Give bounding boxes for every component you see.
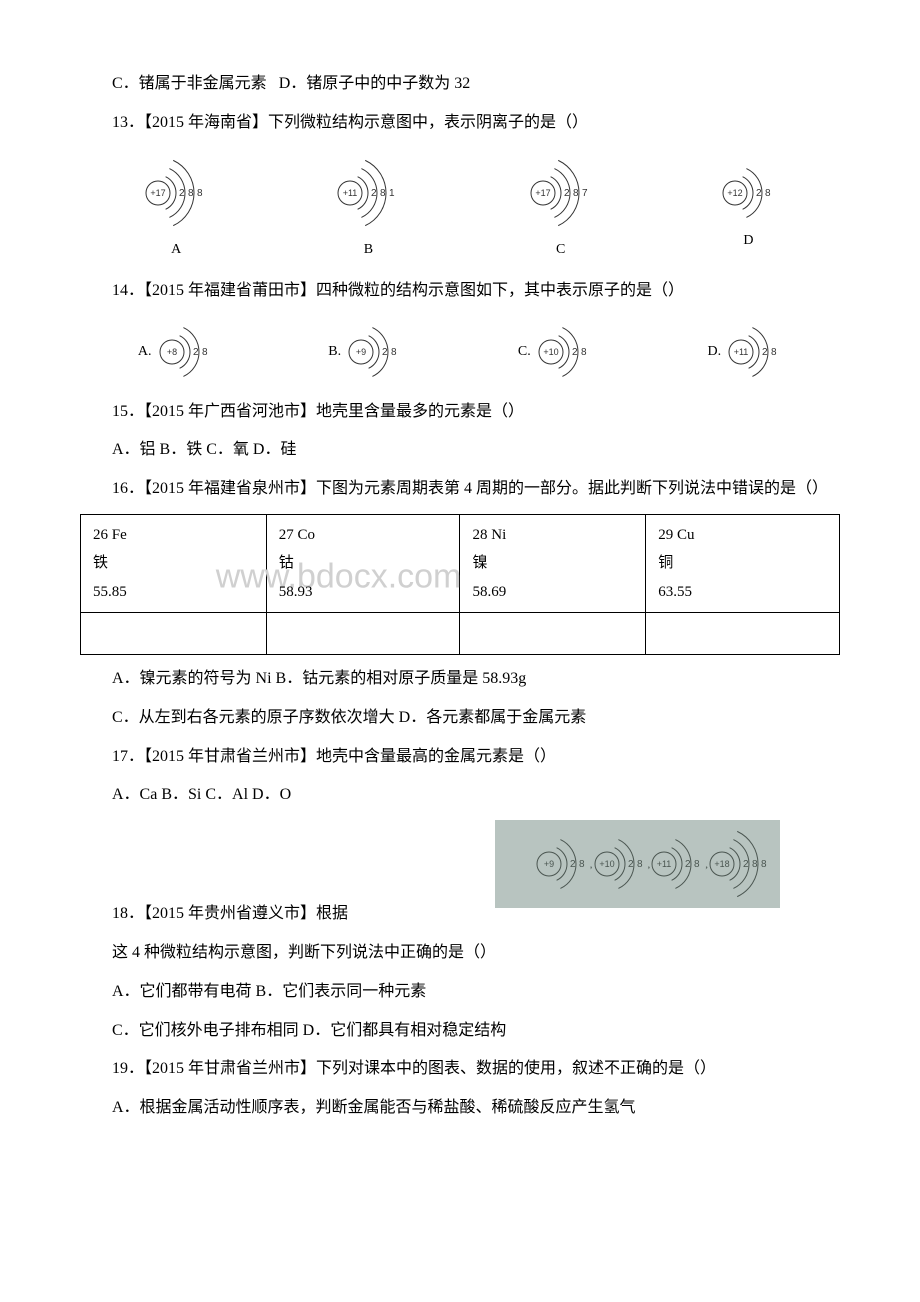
- svg-text:+17: +17: [535, 188, 550, 198]
- q13-stem: 13．【2015 年海南省】下列微粒结构示意图中，表示阴离子的是（）: [80, 109, 840, 138]
- q14-option-3: D. +11 28: [707, 321, 782, 383]
- q18-opt-cd: C．它们核外电子排布相同 D．它们都具有相对稳定结构: [80, 1017, 840, 1046]
- svg-text:+11: +11: [734, 347, 749, 357]
- svg-text:+12: +12: [727, 188, 742, 198]
- element-mass: 58.93: [279, 578, 448, 607]
- element-header: 28 Ni: [472, 521, 633, 550]
- svg-text:2: 2: [628, 859, 634, 870]
- svg-text:+11: +11: [657, 859, 672, 869]
- q14-option-0: A. +8 28: [138, 321, 213, 383]
- svg-text:2: 2: [179, 188, 185, 199]
- q12-options: C．锗属于非金属元素 D．锗原子中的中子数为 32: [80, 70, 840, 99]
- q17-stem: 17．【2015 年甘肃省兰州市】地壳中含量最高的金属元素是（）: [80, 743, 840, 772]
- periodic-cell-1: www.bdocx.com27 Co钴58.93: [266, 514, 460, 613]
- svg-text:2: 2: [762, 347, 768, 358]
- svg-text:8: 8: [637, 859, 643, 870]
- q13-option-b: +11 281 B: [336, 153, 400, 262]
- option-label: A: [171, 237, 181, 262]
- svg-text:8: 8: [202, 347, 208, 358]
- svg-text:7: 7: [582, 188, 588, 199]
- q18-stem-line2: 这 4 种微粒结构示意图，判断下列说法中正确的是（）: [80, 939, 840, 968]
- q18-opt-ab: A．它们都带有电荷 B．它们表示同一种元素: [80, 978, 840, 1007]
- q13-option-d: +12 28 D: [721, 162, 776, 253]
- svg-text:+9: +9: [544, 859, 554, 869]
- element-name: 钴: [279, 549, 448, 578]
- svg-text:2: 2: [193, 347, 199, 358]
- q18-particle-3: +18288: [708, 855, 772, 872]
- svg-text:2: 2: [756, 188, 762, 199]
- svg-text:+18: +18: [714, 859, 729, 869]
- svg-text:8: 8: [579, 859, 585, 870]
- svg-text:8: 8: [694, 859, 700, 870]
- q17-options: A．Ca B．Si C．Al D．O: [80, 781, 840, 810]
- svg-text:8: 8: [573, 188, 579, 199]
- svg-text:8: 8: [380, 188, 386, 199]
- option-label: D.: [707, 339, 721, 364]
- q19-opt-a: A．根据金属活动性顺序表，判断金属能否与稀盐酸、稀硫酸反应产生氢气: [80, 1094, 840, 1123]
- periodic-cell-0: 26 Fe铁55.85: [81, 514, 267, 613]
- q14-stem: 14．【2015 年福建省莆田市】四种微粒的结构示意图如下，其中表示原子的是（）: [80, 277, 840, 306]
- option-label: D: [743, 228, 753, 253]
- q12-opt-d: D．锗原子中的中子数为 32: [279, 75, 471, 92]
- q16-opt-ab: A．镍元素的符号为 Ni B．钴元素的相对原子质量是 58.93g: [80, 665, 840, 694]
- svg-text:8: 8: [581, 347, 587, 358]
- option-label: A.: [138, 339, 152, 364]
- q18-particle-0: +9 28: [535, 855, 590, 872]
- element-name: 铜: [658, 549, 827, 578]
- element-header: 27 Co: [279, 521, 448, 550]
- svg-text:+10: +10: [543, 347, 558, 357]
- svg-text:+11: +11: [343, 188, 358, 198]
- element-name: 铁: [93, 549, 254, 578]
- svg-text:8: 8: [761, 859, 767, 870]
- element-mass: 58.69: [472, 578, 633, 607]
- option-label: C.: [518, 339, 531, 364]
- q18-particle-2: +11 28: [650, 855, 705, 872]
- q18-block: +928,+1028,+1128,+18288 18．【2015 年贵州省遵义市…: [80, 820, 840, 929]
- q18-particle-1: +10 28: [593, 855, 648, 872]
- q16-stem: 16．【2015 年福建省泉州市】下图为元素周期表第 4 周期的一部分。据此判断…: [80, 475, 840, 504]
- q16-opt-cd: C．从左到右各元素的原子序数依次增大 D．各元素都属于金属元素: [80, 704, 840, 733]
- svg-text:2: 2: [382, 347, 388, 358]
- svg-text:2: 2: [572, 347, 578, 358]
- svg-text:8: 8: [188, 188, 194, 199]
- option-label: C: [556, 237, 565, 262]
- svg-text:1: 1: [389, 188, 395, 199]
- svg-text:8: 8: [771, 347, 777, 358]
- svg-text:+8: +8: [166, 347, 176, 357]
- svg-text:8: 8: [391, 347, 397, 358]
- q19-stem: 19．【2015 年甘肃省兰州市】下列对课本中的图表、数据的使用，叙述不正确的是…: [80, 1055, 840, 1084]
- element-header: 26 Fe: [93, 521, 254, 550]
- q16-table: 26 Fe铁55.85www.bdocx.com27 Co钴58.9328 Ni…: [80, 514, 840, 655]
- q15-stem: 15．【2015 年广西省河池市】地壳里含量最多的元素是（）: [80, 398, 840, 427]
- svg-text:2: 2: [371, 188, 377, 199]
- svg-text:8: 8: [197, 188, 203, 199]
- element-mass: 55.85: [93, 578, 254, 607]
- svg-text:2: 2: [570, 859, 576, 870]
- q14-option-1: B. +9 28: [328, 321, 402, 383]
- q13-option-a: +17288A: [144, 153, 208, 262]
- svg-text:2: 2: [564, 188, 570, 199]
- svg-text:8: 8: [752, 859, 758, 870]
- option-label: B: [364, 237, 373, 262]
- svg-text:2: 2: [743, 859, 749, 870]
- svg-text:8: 8: [765, 188, 771, 199]
- svg-text:+9: +9: [356, 347, 366, 357]
- svg-text:+10: +10: [599, 859, 614, 869]
- element-header: 29 Cu: [658, 521, 827, 550]
- q18-particles-image: +928,+1028,+1128,+18288: [495, 820, 780, 908]
- periodic-cell-3: 29 Cu铜63.55: [646, 514, 840, 613]
- svg-text:2: 2: [685, 859, 691, 870]
- element-name: 镍: [472, 549, 633, 578]
- svg-text:+17: +17: [150, 188, 165, 198]
- option-label: B.: [328, 339, 341, 364]
- q13-option-c: +17 287 C: [529, 153, 593, 262]
- q14-options: A.+828B.+928C.+1028D.+1128: [80, 321, 840, 383]
- q13-options: +17288A+11281B+17287C+1228D: [80, 153, 840, 262]
- q14-option-2: C. +10 28: [518, 321, 592, 383]
- element-mass: 63.55: [658, 578, 827, 607]
- periodic-cell-2: 28 Ni镍58.69: [460, 514, 646, 613]
- q15-options: A．铝 B．铁 C．氧 D．硅: [80, 436, 840, 465]
- q18-image-row: +928,+1028,+1128,+18288: [80, 820, 780, 908]
- q12-opt-c: C．锗属于非金属元素: [112, 75, 267, 92]
